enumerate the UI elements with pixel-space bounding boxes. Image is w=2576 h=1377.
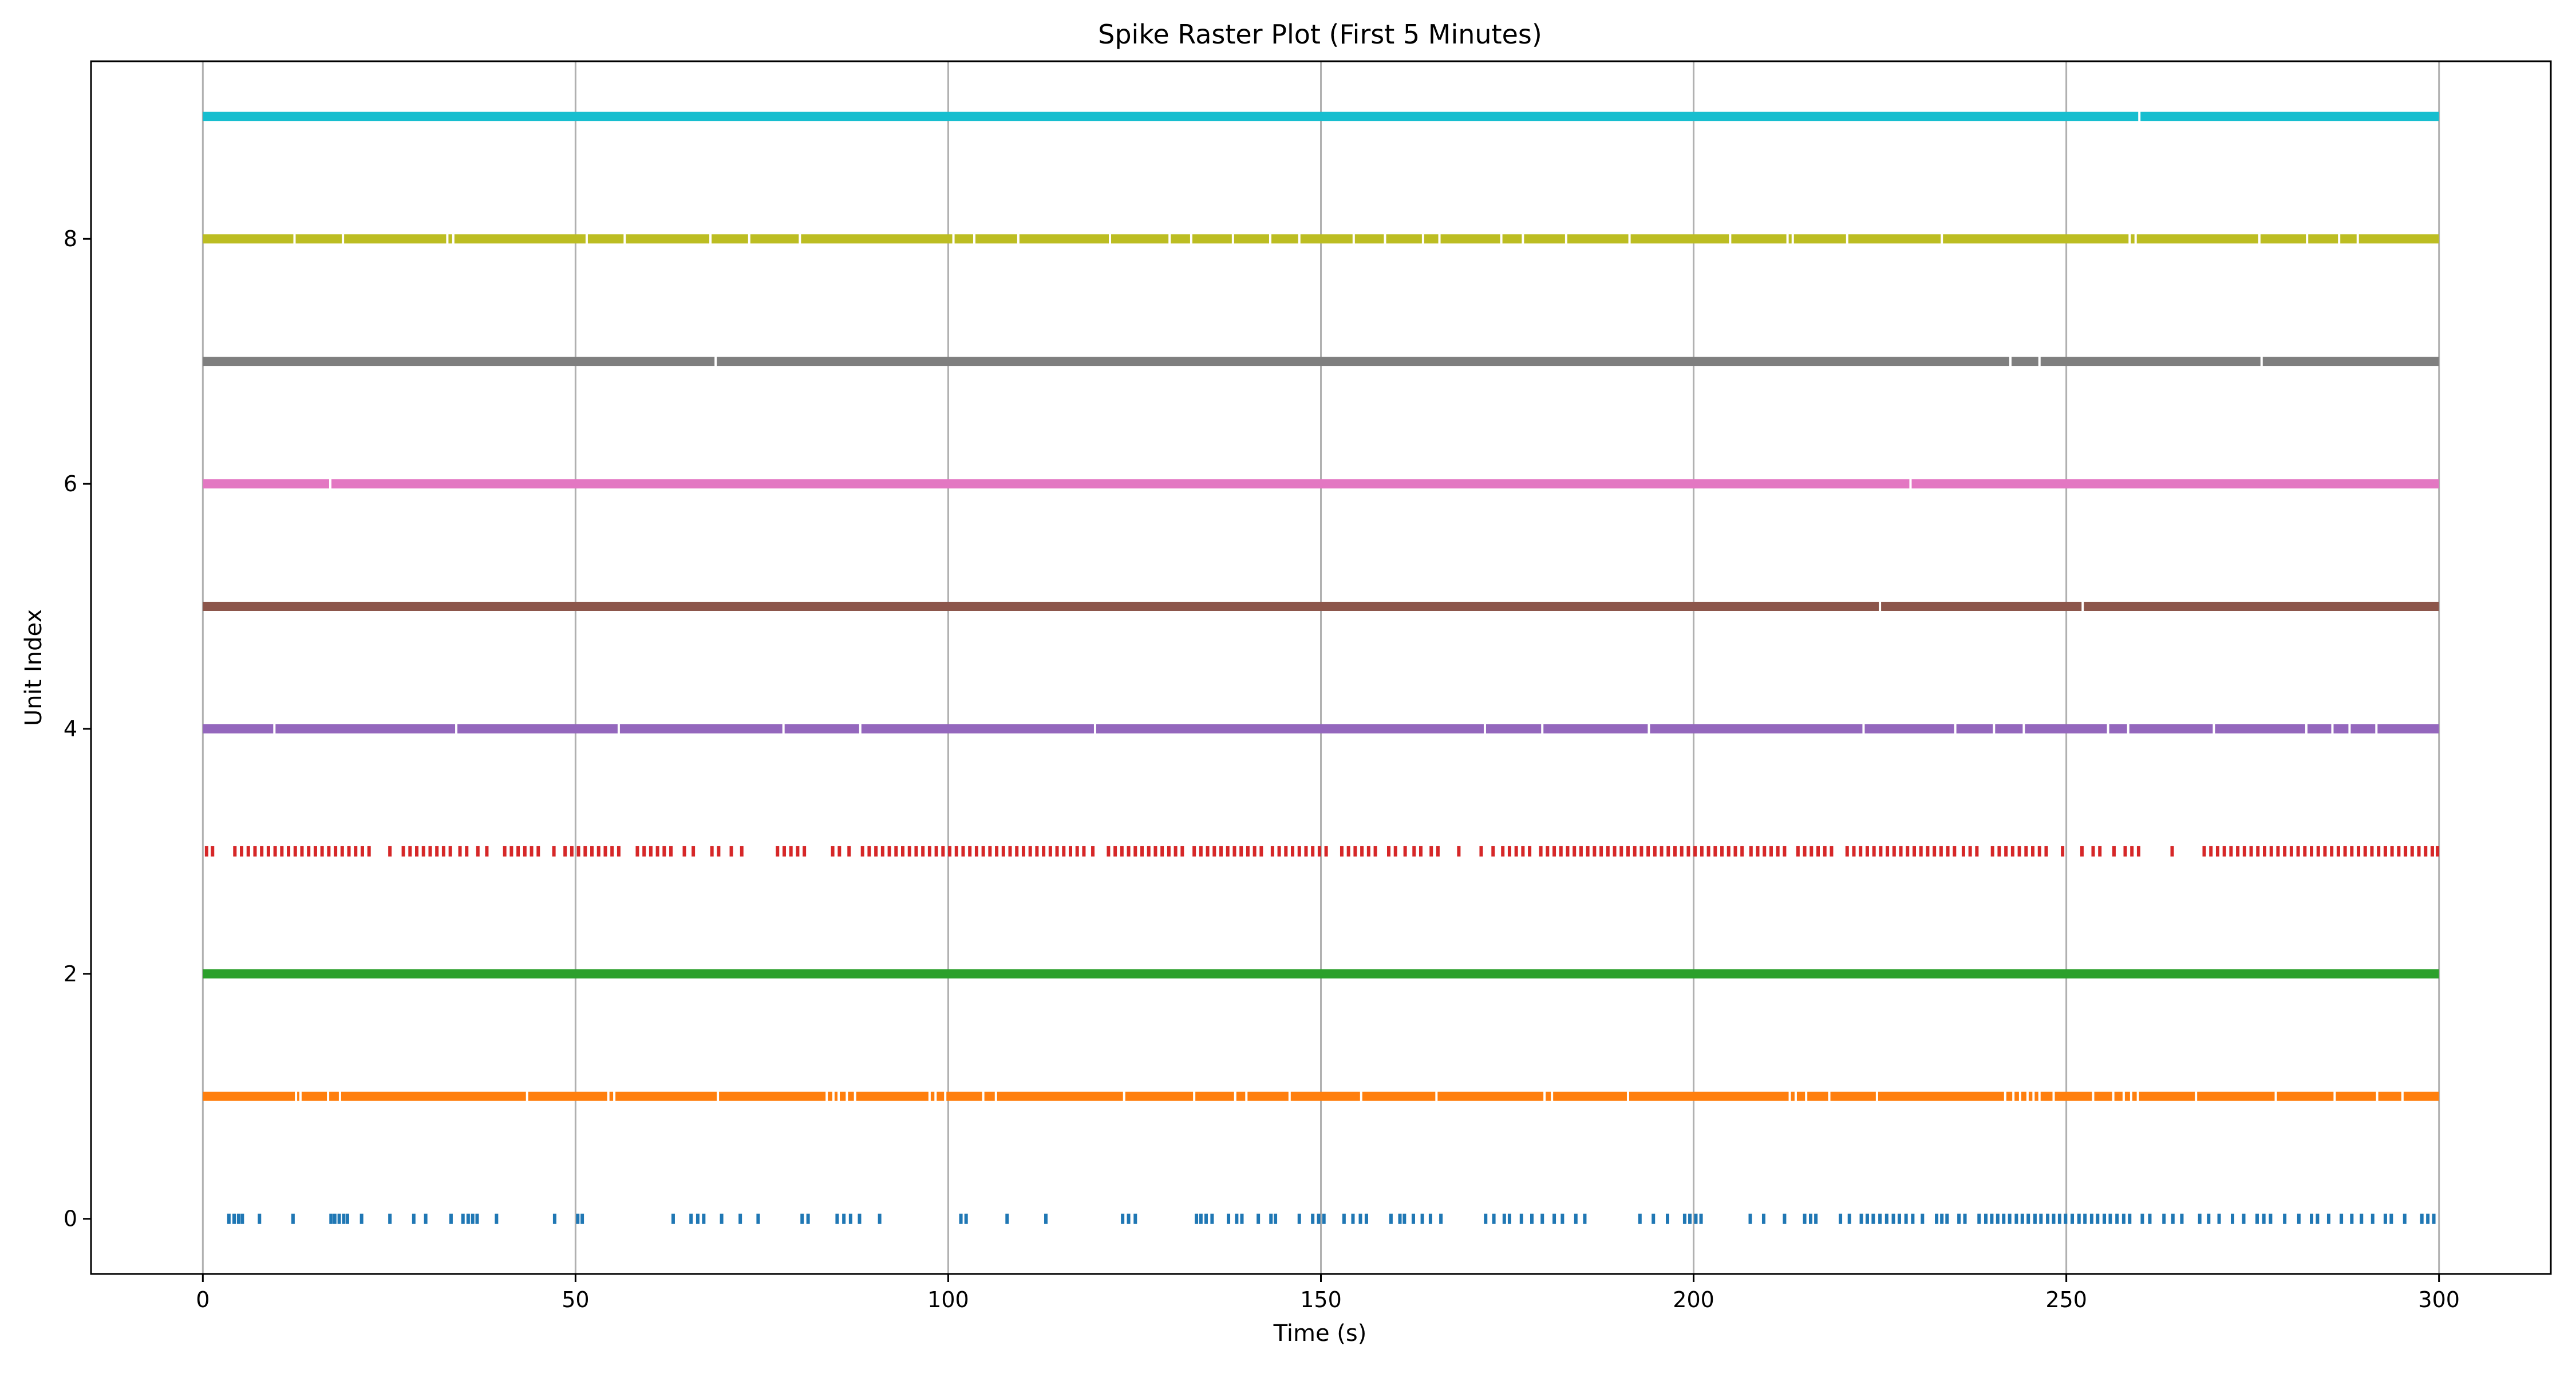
- data-layer: [203, 111, 2440, 1224]
- spike-train-unit-0: [227, 1213, 2436, 1224]
- spike-train-unit-7: [203, 356, 2439, 367]
- y-tick-label: 8: [64, 226, 77, 251]
- x-tick-label: 200: [1673, 1287, 1714, 1312]
- spike-train-unit-3: [204, 846, 2440, 857]
- x-tick-label: 100: [927, 1287, 969, 1312]
- chart-title: Spike Raster Plot (First 5 Minutes): [1098, 19, 1542, 50]
- spike-train-unit-1: [203, 1091, 2439, 1102]
- x-tick-label: 250: [2045, 1287, 2087, 1312]
- x-tick-label: 150: [1300, 1287, 1342, 1312]
- y-tick-label: 0: [64, 1206, 77, 1232]
- spike-train-unit-9: [203, 111, 2439, 122]
- x-tick-label: 50: [562, 1287, 589, 1312]
- y-tick-label: 2: [64, 961, 77, 987]
- y-tick-label: 6: [64, 471, 77, 496]
- spike-train-unit-5: [203, 601, 2439, 612]
- x-tick-label: 300: [2418, 1287, 2460, 1312]
- y-axis-label: Unit Index: [21, 609, 47, 726]
- spike-train-unit-4: [203, 723, 2439, 734]
- spike-train-unit-6: [203, 479, 2439, 490]
- x-tick-label: 0: [196, 1287, 210, 1312]
- spike-train-unit-8: [203, 234, 2439, 244]
- x-axis-label: Time (s): [1273, 1320, 1367, 1347]
- axes-layer: 0 50 100 150 200 250 300 0 2 4 6 8: [64, 60, 2552, 1312]
- grid-layer: [202, 61, 2440, 1274]
- y-tick-label: 4: [64, 716, 77, 741]
